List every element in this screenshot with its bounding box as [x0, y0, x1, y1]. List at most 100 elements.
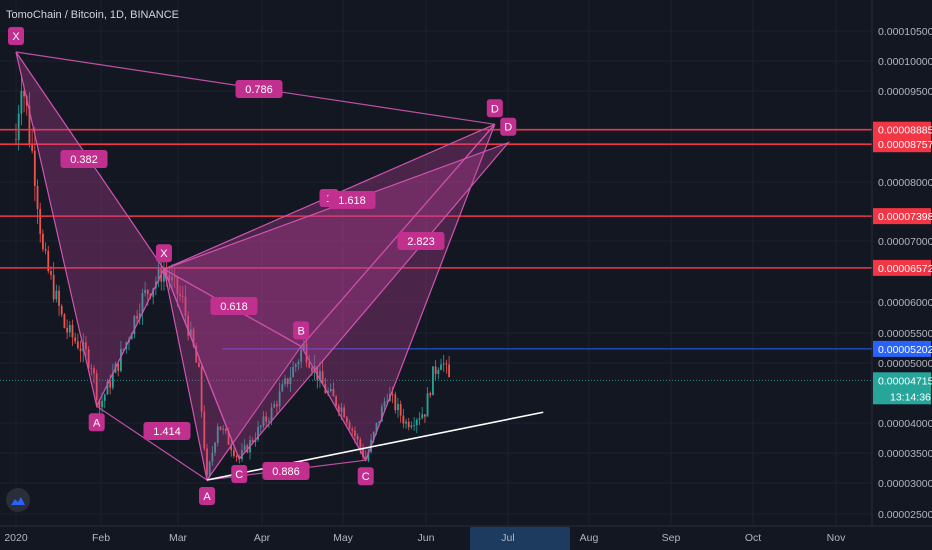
candle-body [399, 404, 402, 416]
candle-body [39, 208, 42, 234]
candle-body [421, 414, 424, 419]
x-tick-label: Sep [662, 532, 681, 544]
candle-body [87, 349, 90, 369]
y-tick-label: 0.00002500 [878, 509, 932, 521]
candle-body [440, 364, 442, 370]
x-tick-label: Jul [501, 532, 514, 544]
candle [230, 439, 233, 457]
candle-body [211, 452, 214, 462]
chart-grid [0, 0, 872, 526]
candle [181, 286, 184, 304]
point-label: A [198, 487, 215, 505]
candle-body [402, 415, 405, 424]
point-label-text: X [12, 31, 20, 43]
candle [399, 400, 402, 423]
point-label-bg [198, 487, 215, 505]
ratio-label-text: 2.823 [407, 236, 435, 248]
y-tick-label: 0.00005500 [878, 328, 932, 340]
candle [55, 284, 58, 303]
candle-body [448, 364, 450, 378]
level-price-tag-bg [873, 208, 931, 225]
candle [383, 397, 386, 412]
level-price-tag-bg [873, 340, 931, 357]
candle-body [354, 430, 356, 437]
candle-body [187, 315, 190, 336]
candle-body [93, 368, 95, 374]
point-label-bg [293, 321, 310, 340]
x-tick-label: Apr [254, 532, 271, 544]
candle [214, 441, 216, 457]
candle [265, 411, 268, 427]
candle-body [214, 442, 216, 453]
level-price-tag-text: 0.00006572 [878, 263, 932, 275]
candle [286, 377, 289, 388]
last-price-value: 0.00004715 [878, 375, 932, 387]
point-label: D [486, 99, 503, 118]
candle-body [410, 425, 413, 428]
candle [241, 443, 243, 462]
candle [278, 382, 281, 411]
candle-body [47, 250, 50, 272]
y-tick-label: 0.00009500 [878, 86, 932, 98]
candle-body [340, 407, 343, 412]
candle-body [130, 334, 133, 340]
candle-body [273, 404, 276, 408]
candle-body [386, 400, 389, 402]
candle [329, 383, 332, 393]
candle-body [432, 366, 434, 396]
ratio-label-text: 0.886 [272, 466, 300, 478]
candle [206, 443, 208, 479]
ratio-label-bg [397, 232, 445, 250]
candle-body [235, 456, 238, 457]
candle [440, 358, 442, 371]
candle-body [316, 366, 319, 381]
candle-body [74, 337, 77, 342]
point-label-bg [231, 465, 248, 483]
candle-body [321, 371, 324, 384]
level-price-tag-bg [873, 259, 931, 276]
candle-body [345, 417, 348, 423]
candle [58, 285, 60, 316]
candle-body [351, 428, 354, 431]
candle-body [219, 426, 222, 430]
point-label-bg [155, 244, 172, 263]
candle-body [133, 315, 136, 335]
candle [394, 391, 397, 414]
candle-body [375, 422, 378, 432]
y-tick-label: 0.00005000 [878, 358, 932, 370]
x-tick-label: Feb [92, 532, 110, 544]
candle-body [437, 369, 440, 374]
last-price-tag: 0.00004715 13:14:36 [873, 372, 932, 405]
candle [216, 423, 219, 447]
line-x-c [163, 268, 240, 460]
level-price-tag-text: 0.00008885 [878, 125, 932, 137]
last-price-tag-bg [873, 372, 931, 405]
candle-body [327, 391, 329, 394]
candle-body [308, 362, 311, 368]
candle-body [120, 349, 122, 371]
candle-body [216, 426, 219, 443]
candle [289, 367, 292, 392]
candle-body [203, 411, 206, 449]
chart-title: TomoChain / Bitcoin, 1D, BINANCE [6, 9, 180, 21]
candle-body [58, 290, 60, 306]
candle-body [372, 431, 375, 440]
candle-body [17, 113, 20, 140]
candle [111, 363, 114, 390]
candle [423, 414, 426, 423]
candle [44, 242, 47, 255]
candle-body [171, 276, 173, 281]
candle-body [348, 422, 351, 429]
candle-body [106, 381, 109, 395]
candle-body [230, 444, 233, 451]
ratio-label-bg [235, 80, 283, 98]
ratio-label: 0.382 [60, 150, 108, 168]
candle-body [251, 440, 254, 443]
candle-body [311, 367, 313, 372]
candle [235, 454, 238, 462]
tradingview-logo-icon[interactable] [6, 488, 30, 512]
candle [243, 439, 246, 454]
candle [189, 321, 192, 338]
candle [187, 310, 190, 341]
